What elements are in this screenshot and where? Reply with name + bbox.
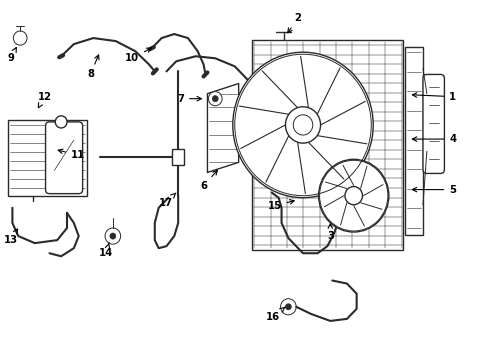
Bar [174, 152, 182, 162]
Text: 16: 16 [265, 307, 285, 322]
Circle shape [208, 91, 222, 106]
Bar [405, 47, 422, 235]
Text: 17: 17 [158, 193, 176, 208]
Text: 13: 13 [3, 229, 18, 245]
Circle shape [344, 186, 362, 205]
Text: 1: 1 [411, 92, 455, 102]
Text: 11: 11 [58, 149, 85, 160]
Text: 12: 12 [38, 92, 51, 108]
FancyBboxPatch shape [422, 75, 444, 174]
Text: 6: 6 [200, 170, 217, 190]
Text: 8: 8 [87, 55, 99, 80]
Circle shape [285, 304, 291, 310]
Circle shape [55, 116, 67, 128]
Circle shape [280, 299, 296, 315]
FancyBboxPatch shape [45, 122, 82, 194]
Text: 10: 10 [125, 48, 151, 63]
Text: 9: 9 [7, 48, 16, 63]
Circle shape [232, 52, 372, 198]
Text: 5: 5 [411, 185, 455, 195]
Circle shape [110, 233, 116, 239]
Bar [172, 149, 183, 165]
Text: 7: 7 [177, 94, 201, 104]
Bar [8, 120, 86, 195]
Circle shape [13, 31, 27, 45]
Text: 4: 4 [411, 134, 455, 144]
Circle shape [293, 115, 312, 135]
Text: 3: 3 [326, 224, 333, 241]
Text: 2: 2 [287, 13, 301, 33]
Circle shape [105, 228, 121, 244]
Circle shape [318, 159, 388, 232]
Text: 14: 14 [99, 243, 113, 258]
Bar [252, 40, 403, 250]
Circle shape [285, 107, 320, 143]
Text: 15: 15 [267, 200, 294, 211]
Circle shape [212, 96, 218, 102]
